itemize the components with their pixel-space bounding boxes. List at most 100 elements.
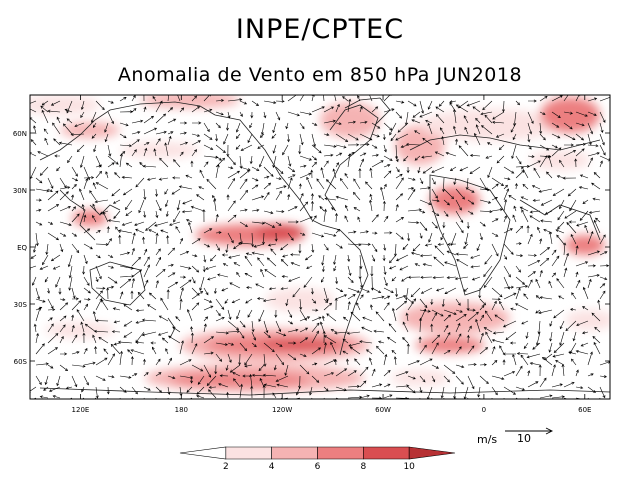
wind-arrow (95, 386, 99, 399)
wind-arrow (539, 269, 543, 278)
wind-arrow (131, 139, 140, 146)
wind-arrow (135, 177, 145, 188)
wind-arrow (235, 144, 241, 150)
wind-arrow (434, 151, 445, 157)
wind-arrow (323, 106, 335, 113)
wind-arrow (347, 301, 351, 311)
wind-arrow (442, 177, 445, 193)
wind-arrow (383, 353, 388, 366)
wind-arrow (575, 279, 581, 289)
wind-arrow (369, 193, 373, 201)
wind-arrow (527, 144, 532, 150)
wind-arrow (215, 316, 225, 322)
wind-arrow (35, 375, 42, 386)
wind-arrow (419, 386, 423, 394)
wind-arrow (599, 251, 608, 256)
wind-arrow (503, 371, 516, 377)
wind-arrow (311, 155, 317, 161)
wind-arrow (395, 287, 399, 298)
wind-arrow (419, 221, 428, 231)
wind-arrow (31, 276, 37, 286)
wind-arrow (274, 309, 278, 318)
wind-arrow (431, 199, 440, 203)
wind-arrow (447, 242, 457, 246)
wind-arrow (287, 111, 300, 117)
wind-arrow (119, 153, 123, 168)
wind-arrow (155, 248, 161, 256)
wind-arrow (52, 122, 61, 135)
wind-arrow (540, 199, 553, 206)
wind-arrow (244, 353, 253, 366)
wind-arrow (99, 210, 109, 215)
wind-arrow (215, 309, 221, 317)
wind-arrow (44, 137, 49, 146)
wind-arrow (587, 386, 597, 393)
wind-arrow (219, 374, 229, 378)
wind-arrow (480, 111, 493, 116)
wind-arrow (527, 271, 536, 278)
wind-arrow (41, 109, 49, 124)
wind-arrow (175, 226, 181, 234)
wind-arrow (371, 122, 381, 129)
wind-arrow (68, 265, 73, 279)
wind-arrow (260, 268, 265, 278)
wind-arrow (226, 194, 230, 200)
wind-arrow (484, 254, 493, 265)
wind-arrow (475, 117, 481, 124)
wind-arrow (47, 204, 60, 212)
wind-arrow (558, 295, 565, 300)
wind-arrow (299, 337, 309, 344)
wind-arrow (92, 122, 97, 128)
wind-arrow (106, 226, 110, 234)
wind-arrow (453, 177, 457, 186)
wind-arrow (143, 210, 147, 218)
wind-arrow (509, 341, 516, 345)
wind-arrow (395, 232, 404, 240)
wind-arrow (167, 247, 176, 256)
wind-arrow (47, 333, 59, 344)
wind-arrow (487, 166, 493, 179)
wind-arrow (395, 384, 410, 388)
wind-arrow (443, 309, 457, 315)
wind-arrow (334, 331, 349, 335)
wind-arrow (138, 199, 145, 214)
wind-arrow (71, 334, 78, 344)
wind-arrow (575, 111, 588, 117)
shade-blob (255, 224, 305, 240)
wind-arrow (571, 292, 577, 300)
wind-arrow (582, 199, 589, 204)
wind-arrow (383, 276, 388, 287)
wind-arrow (471, 276, 481, 281)
wind-arrow (237, 241, 253, 245)
wind-arrow (551, 255, 560, 267)
wind-arrow (520, 354, 529, 366)
wind-arrow (131, 119, 144, 124)
wind-arrow (466, 221, 470, 230)
wind-arrow (467, 210, 474, 215)
wind-arrow (597, 299, 601, 311)
wind-arrow (383, 108, 395, 113)
wind-arrow (503, 177, 511, 181)
wind-arrow (503, 265, 511, 278)
wind-arrow (503, 199, 508, 212)
wind-arrow (335, 228, 341, 234)
wind-arrow (531, 185, 541, 190)
wind-arrow (482, 100, 493, 111)
wind-arrow (431, 210, 440, 217)
wind-arrow (376, 345, 385, 355)
wind-arrow (391, 349, 397, 355)
wind-arrow (402, 243, 409, 250)
wind-arrow (548, 231, 553, 245)
wind-arrow (405, 142, 421, 146)
wind-arrow (359, 143, 370, 146)
wind-arrow (515, 365, 523, 377)
wind-arrow (574, 158, 578, 168)
wind-arrow (335, 287, 344, 292)
wind-arrow (130, 355, 134, 366)
wind-arrow (198, 186, 205, 190)
wind-arrow (119, 291, 124, 300)
wind-arrow (395, 193, 404, 201)
wind-arrow (196, 194, 205, 201)
wind-arrow (539, 133, 546, 141)
wind-arrow (599, 276, 608, 281)
